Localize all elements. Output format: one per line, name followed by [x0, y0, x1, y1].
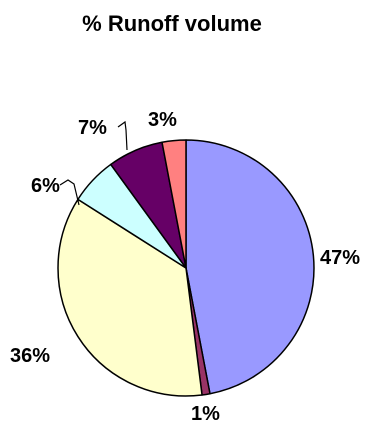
pie-leader-lines: [59, 120, 128, 206]
leader-line-4: [59, 179, 80, 206]
pie-slice-6: [161, 139, 187, 269]
leader-line-5: [117, 120, 128, 151]
slice-label-1: 47%: [320, 247, 360, 269]
pie-slice-labels: 47% 1% 36% 6% 7% 3%: [10, 109, 360, 425]
slice-label-3: 36%: [10, 345, 50, 367]
pie-slices: [57, 139, 315, 397]
slice-label-2: 1%: [191, 403, 220, 425]
slice-label-5: 7%: [78, 117, 107, 139]
slice-label-4: 6%: [31, 175, 60, 197]
slice-label-6: 3%: [148, 109, 177, 131]
chart-title: % Runoff volume: [82, 11, 262, 36]
pie-slice-3: [57, 198, 203, 397]
pie-slice-1: [185, 139, 315, 395]
